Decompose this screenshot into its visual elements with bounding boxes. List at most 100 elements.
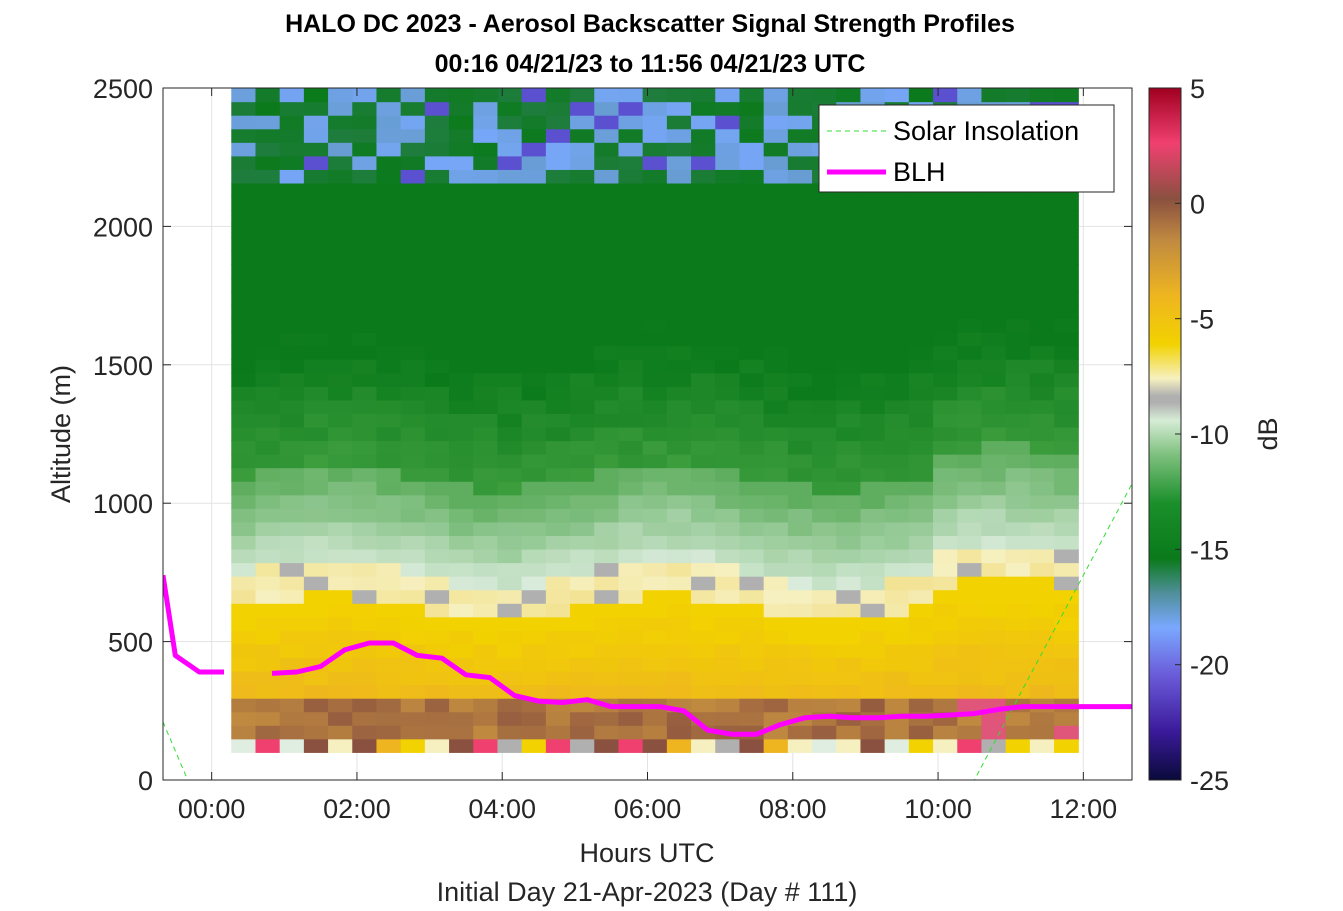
heatmap-cell <box>594 589 620 604</box>
heatmap-cell <box>594 738 620 753</box>
heatmap-cell <box>763 589 789 604</box>
heatmap-cell <box>884 548 910 564</box>
heatmap-cell <box>642 521 668 536</box>
heatmap-cell <box>400 264 426 279</box>
heatmap-cell <box>884 291 910 306</box>
heatmap-cell <box>1029 616 1055 631</box>
heatmap-cell <box>691 630 716 645</box>
heatmap-cell <box>860 359 886 374</box>
heatmap-cell <box>521 196 547 211</box>
heatmap-cell <box>933 386 958 401</box>
heatmap-cell <box>812 643 837 659</box>
heatmap-cell <box>1054 643 1079 659</box>
heatmap-cell <box>279 521 305 536</box>
heatmap-cell <box>860 386 886 401</box>
heatmap-cell <box>352 413 378 428</box>
heatmap-cell <box>328 467 353 482</box>
heatmap-cell <box>618 142 644 157</box>
heatmap-cell <box>255 128 281 143</box>
heatmap-cell <box>860 440 886 455</box>
heatmap-cell <box>328 603 353 618</box>
heatmap-cell <box>570 359 595 374</box>
heatmap-cell <box>666 250 692 265</box>
heatmap-cell <box>545 616 571 631</box>
heatmap-cell <box>715 264 741 279</box>
heatmap-cell <box>521 467 547 482</box>
heatmap-cell <box>642 223 668 238</box>
heatmap-cell <box>787 277 813 292</box>
heatmap-cell <box>763 494 789 509</box>
heatmap-cell <box>691 277 716 292</box>
heatmap-cell <box>594 630 620 645</box>
heatmap-cell <box>352 101 378 116</box>
heatmap-cell <box>521 250 547 265</box>
heatmap-cell <box>787 237 813 252</box>
heatmap-cell <box>812 467 837 482</box>
heatmap-cell <box>545 535 571 550</box>
heatmap-cell <box>400 670 426 686</box>
heatmap-cell <box>860 562 886 577</box>
heatmap-cell <box>521 101 547 116</box>
heatmap-cell <box>352 589 378 604</box>
heatmap-cell <box>691 657 716 672</box>
heatmap-cell <box>400 725 426 740</box>
heatmap-cell <box>231 535 257 550</box>
heatmap-cell <box>352 196 378 211</box>
heatmap-cell <box>957 738 983 753</box>
heatmap-cell <box>812 304 837 320</box>
heatmap-cell <box>376 508 402 523</box>
heatmap-cell <box>231 332 257 347</box>
heatmap-cell <box>787 128 813 143</box>
heatmap-cell <box>763 413 789 428</box>
heatmap-cell <box>642 250 668 265</box>
heatmap-cell <box>400 291 426 306</box>
heatmap-cell <box>957 318 983 333</box>
heatmap-cell <box>763 548 789 564</box>
heatmap-cell <box>691 698 716 713</box>
heatmap-cell <box>908 237 934 252</box>
heatmap-cell <box>328 576 353 591</box>
heatmap-cell <box>618 494 644 509</box>
heatmap-cell <box>521 535 547 550</box>
heatmap-cell <box>618 223 644 238</box>
heatmap-cell <box>666 684 692 699</box>
heatmap-cell <box>666 182 692 198</box>
y-tick-label: 1500 <box>93 351 153 381</box>
heatmap-cell <box>497 88 523 103</box>
heatmap-cell <box>521 521 547 536</box>
heatmap-cell <box>545 210 571 225</box>
heatmap-cell <box>545 182 571 198</box>
heatmap-cell <box>255 223 281 238</box>
colorbar-tick-label: -20 <box>1190 651 1229 681</box>
heatmap-cell <box>449 521 474 536</box>
heatmap-cell <box>1005 413 1031 428</box>
heatmap-cell <box>1054 481 1079 496</box>
heatmap-cell <box>1029 372 1055 387</box>
heatmap-cell <box>594 386 620 401</box>
heatmap-cell <box>545 521 571 536</box>
heatmap-cell <box>303 399 329 414</box>
heatmap-cell <box>376 304 402 320</box>
heatmap-cell <box>666 576 692 591</box>
heatmap-cell <box>400 481 426 496</box>
heatmap-cell <box>715 291 741 306</box>
heatmap-cell <box>328 454 353 469</box>
heatmap-cell <box>400 698 426 713</box>
heatmap-cell <box>303 223 329 238</box>
heatmap-cell <box>521 426 547 442</box>
heatmap-cell <box>957 643 983 659</box>
heatmap-cell <box>933 548 958 564</box>
heatmap-cell <box>328 494 353 509</box>
heatmap-cell <box>424 576 450 591</box>
heatmap-cell <box>497 345 523 360</box>
heatmap-cell <box>352 345 378 360</box>
heatmap-cell <box>473 535 499 550</box>
heatmap-cell <box>570 115 595 130</box>
heatmap-cell <box>279 725 305 740</box>
heatmap-cell <box>642 155 668 170</box>
heatmap-cell <box>1054 521 1079 536</box>
heatmap-cell <box>400 142 426 157</box>
heatmap-cell <box>400 426 426 442</box>
heatmap-cell <box>763 630 789 645</box>
